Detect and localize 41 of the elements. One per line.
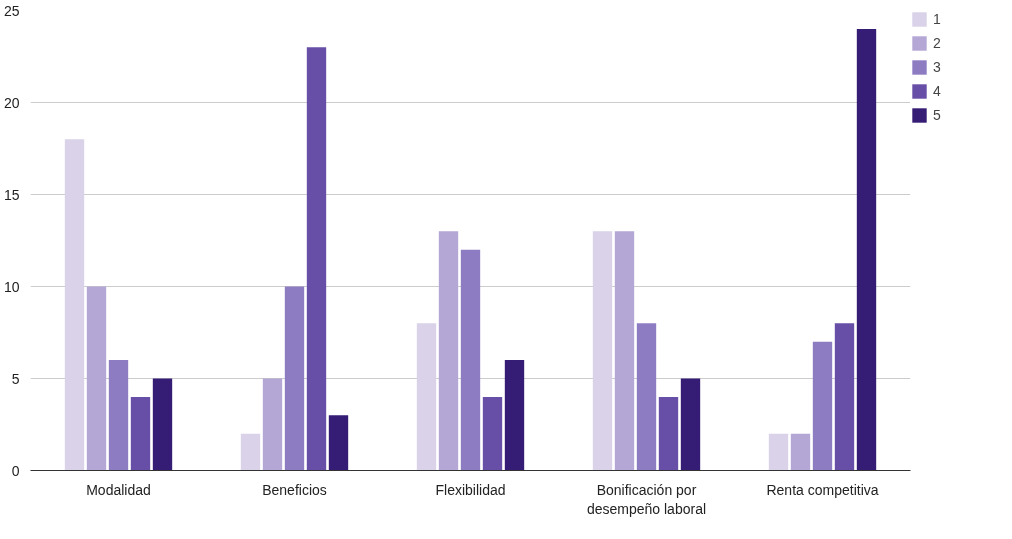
bar bbox=[592, 231, 613, 471]
x-tick-label: Modalidad bbox=[86, 481, 151, 498]
bar bbox=[438, 231, 459, 471]
bar bbox=[284, 286, 305, 471]
bar bbox=[658, 396, 679, 471]
y-tick-label: 20 bbox=[3, 94, 20, 111]
bar bbox=[64, 139, 85, 471]
legend-label: 3 bbox=[933, 59, 942, 75]
bar bbox=[152, 378, 173, 471]
bar bbox=[504, 360, 525, 471]
legend-label: 2 bbox=[933, 35, 942, 51]
legend-label: 4 bbox=[933, 83, 942, 99]
bar bbox=[790, 433, 811, 471]
y-tick-label: 25 bbox=[3, 2, 20, 19]
x-tick-label: Bonificación por desempeño laboral bbox=[586, 481, 707, 517]
y-tick-label: 15 bbox=[3, 186, 20, 203]
bar bbox=[812, 341, 833, 471]
legend-label: 1 bbox=[933, 11, 942, 27]
bar bbox=[614, 231, 635, 471]
bar bbox=[306, 47, 327, 471]
legend-label: 5 bbox=[933, 107, 942, 123]
y-tick-label: 5 bbox=[11, 370, 20, 387]
bar bbox=[834, 323, 855, 471]
bar bbox=[240, 433, 261, 471]
bar bbox=[416, 323, 437, 471]
y-tick-label: 0 bbox=[11, 462, 20, 479]
y-tick-label: 10 bbox=[3, 278, 20, 295]
bar bbox=[856, 28, 877, 471]
x-tick-label: Renta competitiva bbox=[766, 481, 879, 498]
bar bbox=[108, 360, 129, 471]
bar bbox=[636, 323, 657, 471]
x-tick-label: Beneficios bbox=[262, 481, 327, 498]
bar bbox=[482, 396, 503, 471]
x-tick-label: Flexibilidad bbox=[435, 481, 506, 498]
bar bbox=[768, 433, 789, 471]
bar bbox=[328, 415, 349, 471]
bar bbox=[262, 378, 283, 471]
bar bbox=[130, 396, 151, 471]
bar bbox=[680, 378, 701, 471]
bar bbox=[460, 249, 481, 471]
bar bbox=[86, 286, 107, 471]
